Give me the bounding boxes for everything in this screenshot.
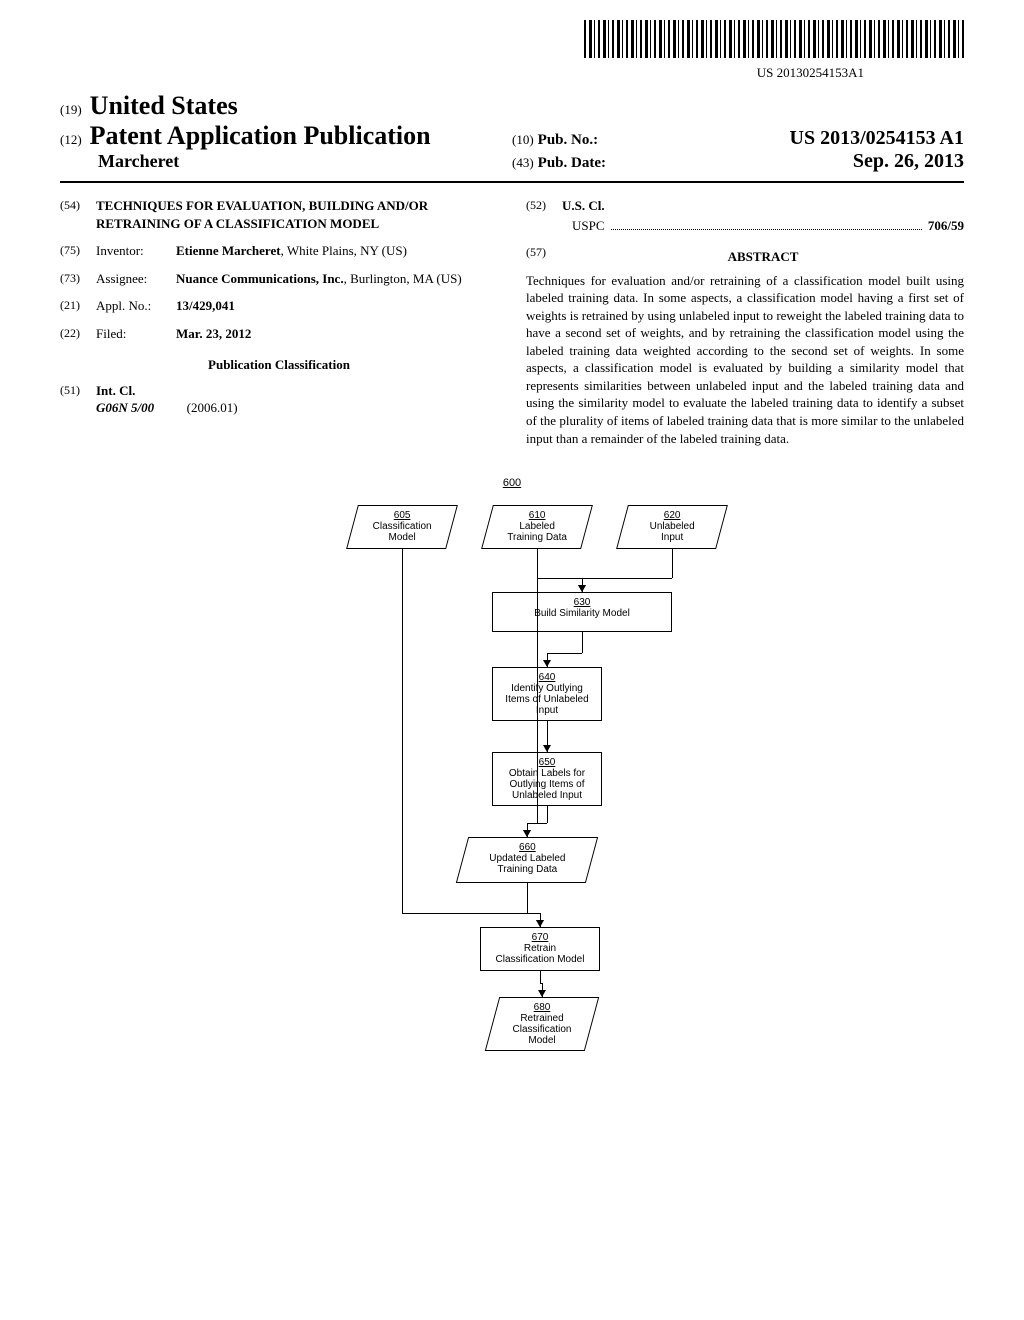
pub-no-value: US 2013/0254153 A1 xyxy=(790,127,964,150)
code-22: (22) xyxy=(60,325,96,343)
body-columns: (54) TECHNIQUES FOR EVALUATION, BUILDING… xyxy=(60,197,964,447)
field-22: (22) Filed: Mar. 23, 2012 xyxy=(60,325,498,343)
code-57: (57) xyxy=(526,244,562,270)
code-75: (75) xyxy=(60,242,96,260)
code-12: (12) xyxy=(60,132,82,147)
header-row-1: (19) United States xyxy=(60,91,964,121)
field-52: (52) U.S. Cl. xyxy=(526,197,964,215)
code-51: (51) xyxy=(60,382,96,417)
barcode-graphic xyxy=(584,20,964,58)
flow-node-605: 605ClassificationModel xyxy=(346,505,458,549)
flow-node-670: 670RetrainClassification Model xyxy=(480,927,600,971)
assignee-name: Nuance Communications, Inc. xyxy=(176,271,344,286)
uspc-label: USPC xyxy=(572,217,605,235)
intcl-label: Int. Cl. xyxy=(96,383,135,398)
applno-value: 13/429,041 xyxy=(176,298,235,313)
filed-value: Mar. 23, 2012 xyxy=(176,326,251,341)
code-21: (21) xyxy=(60,297,96,315)
inventor-location: , White Plains, NY (US) xyxy=(281,243,407,258)
header-rule xyxy=(60,181,964,183)
field-54: (54) TECHNIQUES FOR EVALUATION, BUILDING… xyxy=(60,197,498,232)
field-51: (51) Int. Cl. G06N 5/00 (2006.01) xyxy=(60,382,498,417)
left-column: (54) TECHNIQUES FOR EVALUATION, BUILDING… xyxy=(60,197,498,447)
barcode-text: US 20130254153A1 xyxy=(60,65,964,81)
invention-title: TECHNIQUES FOR EVALUATION, BUILDING AND/… xyxy=(96,197,498,232)
flow-node-680: 680RetrainedClassificationModel xyxy=(485,997,599,1051)
intcl-year: (2006.01) xyxy=(187,400,238,415)
classification-heading: Publication Classification xyxy=(60,356,498,374)
flow-node-620: 620UnlabeledInput xyxy=(616,505,728,549)
pub-date-value: Sep. 26, 2013 xyxy=(853,150,964,173)
field-21: (21) Appl. No.: 13/429,041 xyxy=(60,297,498,315)
country: United States xyxy=(90,91,238,120)
uspc-value: 706/59 xyxy=(928,217,964,235)
flow-node-640: 640Identify OutlyingItems of UnlabeledIn… xyxy=(492,667,602,721)
code-43: (43) xyxy=(512,155,534,171)
field-57: (57) ABSTRACT xyxy=(526,244,964,270)
code-10: (10) xyxy=(512,132,534,148)
field-75: (75) Inventor: Etienne Marcheret, White … xyxy=(60,242,498,260)
pub-date-label: Pub. Date: xyxy=(538,155,606,172)
uspc-row: USPC 706/59 xyxy=(526,217,964,235)
flow-node-660: 660Updated LabeledTraining Data xyxy=(456,837,598,883)
label-applno: Appl. No.: xyxy=(96,297,176,315)
flow-node-650: 650Obtain Labels forOutlying Items ofUnl… xyxy=(492,752,602,806)
flowchart-figure: 600 605ClassificationModel 610LabeledTrai… xyxy=(252,477,772,1097)
author-name: Marcheret xyxy=(60,151,512,172)
figure-number: 600 xyxy=(503,477,521,489)
inventor-name: Etienne Marcheret xyxy=(176,243,281,258)
abstract-text: Techniques for evaluation and/or retrain… xyxy=(526,272,964,447)
right-column: (52) U.S. Cl. USPC 706/59 (57) ABSTRACT … xyxy=(526,197,964,447)
code-52: (52) xyxy=(526,197,562,215)
flow-node-630: 630Build Similarity Model xyxy=(492,592,672,632)
pub-no-label: Pub. No.: xyxy=(538,132,598,149)
field-73: (73) Assignee: Nuance Communications, In… xyxy=(60,270,498,288)
intcl-class: G06N 5/00 xyxy=(96,400,154,415)
header-row-2: (12) Patent Application Publication Marc… xyxy=(60,121,964,173)
code-54: (54) xyxy=(60,197,96,232)
label-inventor: Inventor: xyxy=(96,242,176,260)
barcode-block: US 20130254153A1 xyxy=(60,20,964,81)
abstract-heading: ABSTRACT xyxy=(562,248,964,266)
publication-title: Patent Application Publication xyxy=(90,121,431,150)
label-assignee: Assignee: xyxy=(96,270,176,288)
code-73: (73) xyxy=(60,270,96,288)
uscl-label: U.S. Cl. xyxy=(562,198,605,213)
label-filed: Filed: xyxy=(96,325,176,343)
flow-node-610: 610LabeledTraining Data xyxy=(481,505,593,549)
assignee-location: , Burlington, MA (US) xyxy=(344,271,462,286)
code-19: (19) xyxy=(60,102,82,117)
